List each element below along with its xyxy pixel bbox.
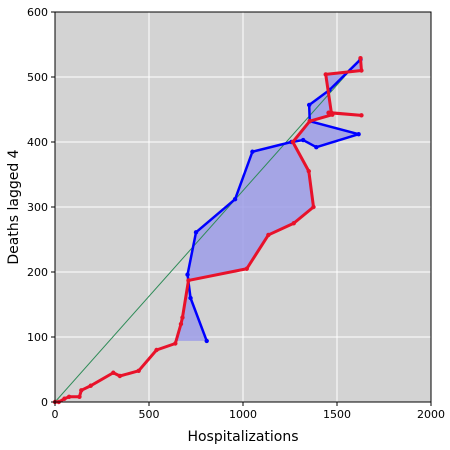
data-point-red <box>173 341 178 346</box>
y-tick-label: 600 <box>27 6 48 19</box>
data-point-red <box>291 221 296 226</box>
y-tick-label: 200 <box>27 266 48 279</box>
data-point-red <box>88 383 93 388</box>
series-line-blue <box>186 58 362 342</box>
data-point-red <box>266 232 271 238</box>
x-tick-label: 1500 <box>323 408 351 421</box>
data-point-blue <box>314 145 319 150</box>
data-point-blue <box>300 137 306 143</box>
ticks: 0 500 1000 1500 2000 0 100 200 300 400 500 600 <box>27 6 445 421</box>
data-point-blue <box>185 272 190 277</box>
data-point-red <box>186 278 191 283</box>
data-point-red <box>180 315 185 320</box>
data-point-red <box>154 347 159 353</box>
fill-area <box>176 59 362 341</box>
fill-region <box>176 59 362 341</box>
data-point-red <box>307 119 312 124</box>
series-layer <box>52 55 364 405</box>
data-point-red <box>311 204 316 210</box>
x-tick-label: 2000 <box>417 408 445 421</box>
data-point-red <box>79 388 84 393</box>
data-point-red <box>77 394 82 399</box>
data-point-red <box>359 113 364 118</box>
data-point-red <box>244 266 249 271</box>
data-point-red <box>359 68 364 73</box>
x-tick-label: 1000 <box>229 408 257 421</box>
data-point-blue <box>356 132 361 137</box>
data-point-blue <box>193 230 199 235</box>
data-point-red <box>323 72 328 77</box>
y-tick-label: 300 <box>27 201 48 214</box>
data-point-red <box>178 321 184 327</box>
x-tick-label: 0 <box>52 408 59 421</box>
y-tick-label: 400 <box>27 136 48 149</box>
data-point-blue <box>232 197 238 202</box>
data-point-red <box>329 110 334 115</box>
data-point-red <box>136 368 141 373</box>
data-point-red <box>66 394 72 399</box>
y-tick-label: 500 <box>27 71 48 84</box>
data-point-red <box>290 139 296 145</box>
data-point-red <box>117 373 123 379</box>
y-tick-label: 0 <box>41 396 48 409</box>
data-point-red <box>358 55 363 61</box>
data-point-red <box>306 169 311 174</box>
y-tick-label: 100 <box>27 331 48 344</box>
x-axis-label: Hospitalizations <box>187 429 298 445</box>
data-point-blue <box>188 295 193 301</box>
data-point-blue <box>204 338 209 344</box>
y-axis-label: Deaths lagged 4 <box>6 149 22 264</box>
data-point-blue <box>250 149 255 154</box>
x-tick-label: 500 <box>139 408 160 421</box>
data-point-red <box>62 396 67 401</box>
data-point-red <box>111 370 116 375</box>
data-point-blue <box>306 102 312 108</box>
